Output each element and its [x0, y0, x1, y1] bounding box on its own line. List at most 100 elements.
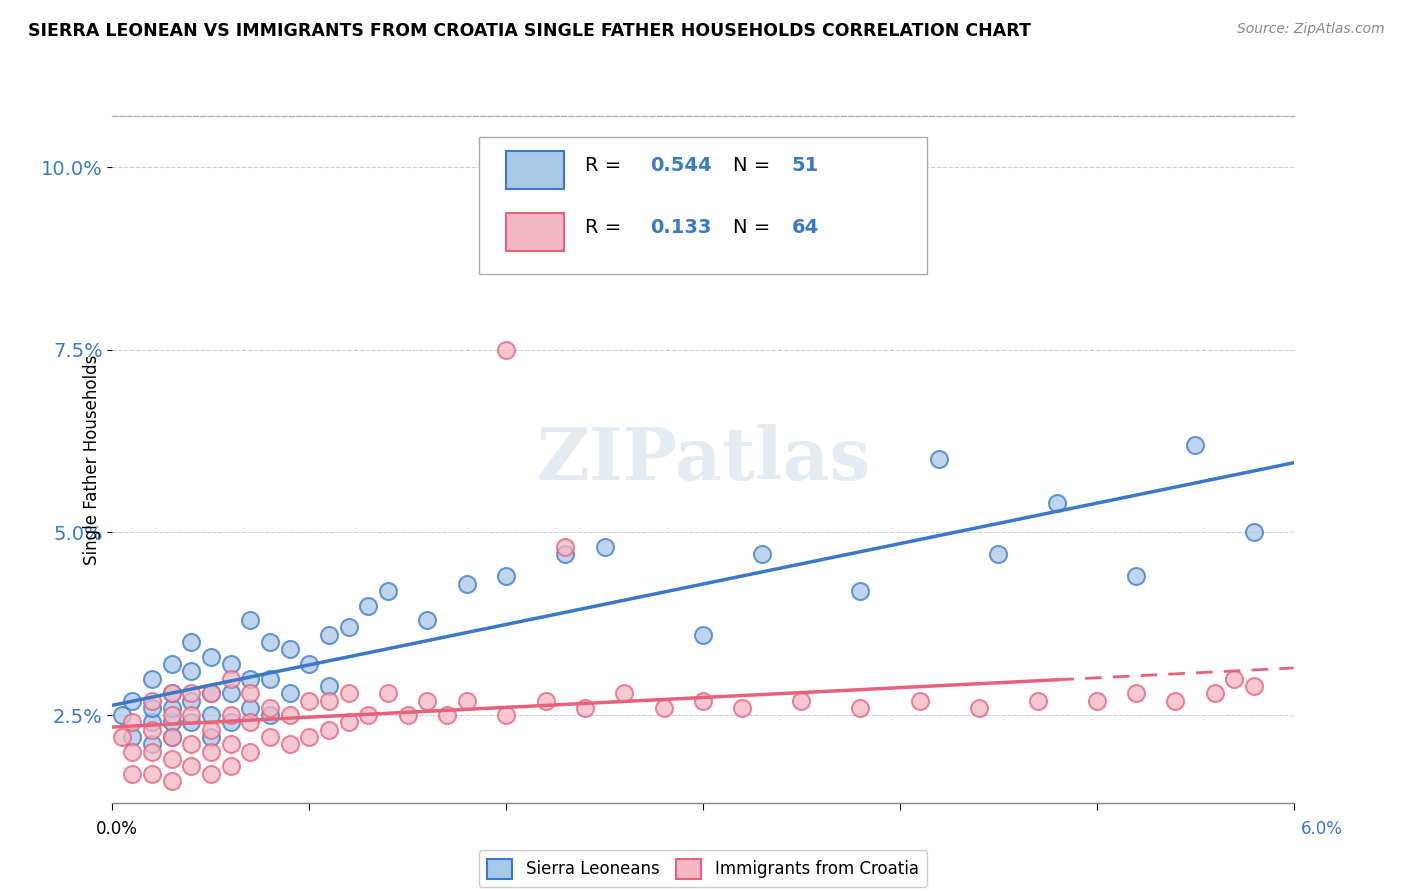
Point	[180, 737, 202, 751]
Point	[1046, 496, 1069, 510]
Point	[141, 693, 163, 707]
Point	[121, 766, 143, 780]
Point	[239, 613, 262, 627]
Point	[141, 672, 163, 686]
Point	[239, 715, 262, 730]
Point	[200, 723, 222, 737]
Point	[495, 708, 517, 723]
Point	[987, 547, 1010, 561]
Point	[259, 730, 281, 744]
Point	[1184, 438, 1206, 452]
Point	[692, 693, 714, 707]
Point	[1026, 693, 1049, 707]
Point	[318, 723, 340, 737]
Point	[456, 693, 478, 707]
Point	[416, 693, 439, 707]
Point	[219, 759, 242, 773]
Point	[495, 343, 517, 357]
Point	[239, 701, 262, 715]
Point	[259, 672, 281, 686]
Point	[1125, 569, 1147, 583]
Point	[239, 672, 262, 686]
Point	[731, 701, 754, 715]
Point	[219, 708, 242, 723]
Point	[337, 715, 360, 730]
Point	[141, 723, 163, 737]
Point	[239, 686, 262, 700]
Point	[160, 715, 183, 730]
Point	[1243, 679, 1265, 693]
Point	[259, 708, 281, 723]
Point	[790, 693, 813, 707]
Point	[180, 686, 202, 700]
Text: N =: N =	[733, 218, 776, 236]
Point	[239, 745, 262, 759]
Legend: Sierra Leoneans, Immigrants from Croatia: Sierra Leoneans, Immigrants from Croatia	[479, 850, 927, 888]
Point	[200, 686, 222, 700]
Point	[259, 701, 281, 715]
Point	[554, 540, 576, 554]
Point	[259, 635, 281, 649]
Text: 0.133: 0.133	[650, 218, 711, 236]
Point	[200, 766, 222, 780]
Point	[180, 665, 202, 679]
Point	[278, 642, 301, 657]
Text: R =: R =	[585, 218, 627, 236]
Text: ZIPatlas: ZIPatlas	[536, 424, 870, 495]
Point	[692, 628, 714, 642]
Point	[160, 686, 183, 700]
Point	[495, 569, 517, 583]
Point	[219, 715, 242, 730]
Point	[121, 715, 143, 730]
Text: Source: ZipAtlas.com: Source: ZipAtlas.com	[1237, 22, 1385, 37]
Point	[141, 766, 163, 780]
Text: N =: N =	[733, 156, 776, 175]
Text: 51: 51	[792, 156, 818, 175]
Point	[337, 686, 360, 700]
Point	[751, 547, 773, 561]
Point	[1243, 525, 1265, 540]
Point	[160, 752, 183, 766]
Point	[180, 759, 202, 773]
Point	[318, 628, 340, 642]
Point	[652, 701, 675, 715]
Point	[160, 708, 183, 723]
FancyBboxPatch shape	[478, 136, 928, 274]
Point	[121, 745, 143, 759]
Text: 6.0%: 6.0%	[1301, 820, 1343, 838]
Point	[318, 679, 340, 693]
Point	[574, 701, 596, 715]
Point	[1125, 686, 1147, 700]
Text: 0.544: 0.544	[650, 156, 711, 175]
Text: 0.0%: 0.0%	[96, 820, 138, 838]
Point	[318, 693, 340, 707]
Point	[534, 693, 557, 707]
Point	[357, 599, 380, 613]
Point	[219, 657, 242, 671]
Point	[160, 686, 183, 700]
Point	[278, 686, 301, 700]
Point	[396, 708, 419, 723]
Point	[121, 730, 143, 744]
Point	[967, 701, 990, 715]
Point	[908, 693, 931, 707]
Point	[141, 715, 163, 730]
Point	[180, 708, 202, 723]
Point	[456, 576, 478, 591]
Point	[160, 730, 183, 744]
Point	[111, 708, 134, 723]
Point	[160, 730, 183, 744]
Point	[121, 693, 143, 707]
Point	[1223, 672, 1246, 686]
Point	[1085, 693, 1108, 707]
Point	[180, 635, 202, 649]
Point	[377, 686, 399, 700]
Point	[200, 745, 222, 759]
Point	[200, 708, 222, 723]
Point	[200, 686, 222, 700]
FancyBboxPatch shape	[506, 151, 564, 189]
Point	[928, 452, 950, 467]
Point	[436, 708, 458, 723]
Point	[141, 745, 163, 759]
Text: R =: R =	[585, 156, 627, 175]
